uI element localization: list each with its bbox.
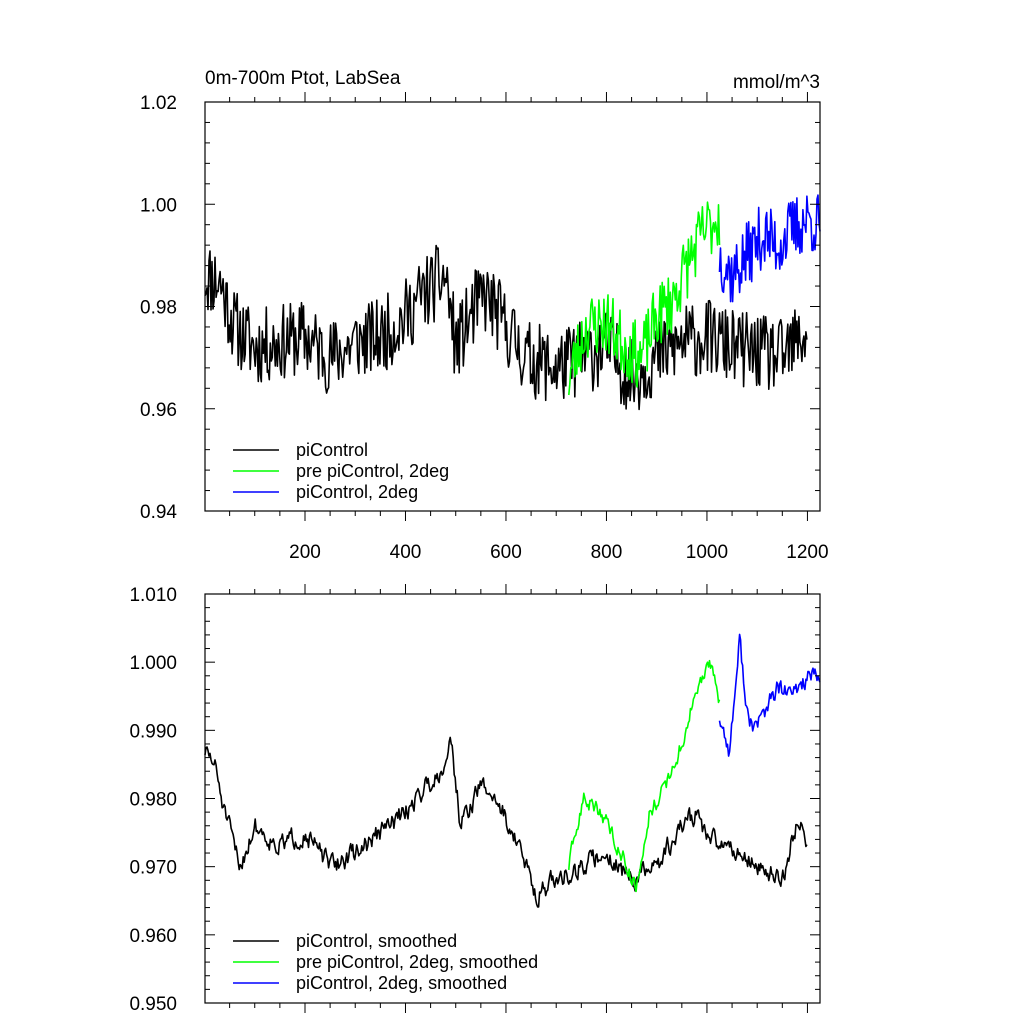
panel-bottom: 0.950 0.960 0.970 0.980 0.990 1.000 1.010 piCon…	[129, 584, 821, 1015]
y-tick-label: 1.00	[140, 195, 177, 216]
series-line-2	[718, 194, 821, 303]
y-tick-label: 1.000	[129, 653, 177, 674]
legend-label: piControl, smoothed	[296, 931, 457, 951]
units-label: mmol/m^3	[733, 72, 820, 93]
y-tick-label: 0.970	[129, 858, 177, 879]
legend-label: piControl, 2deg, smoothed	[296, 973, 507, 993]
x-tick-label: 800	[591, 542, 623, 563]
x-tick-label: 200	[289, 542, 321, 563]
chart-title: 0m-700m Ptot, LabSea	[205, 68, 401, 89]
series-line-1	[568, 201, 721, 396]
y-tick-label: 0.94	[140, 502, 177, 523]
y-tick-label: 0.960	[129, 926, 177, 947]
y-tick-label: 0.950	[129, 994, 177, 1015]
series-line-0	[204, 736, 808, 908]
panel-top: 0.94 0.96 0.98 1.00 1.02 200 400 600 800 1000 1200…	[140, 68, 829, 563]
y-tick-label: 1.010	[129, 585, 177, 606]
x-tick-label: 600	[490, 542, 522, 563]
legend-label: pre piControl, 2deg, smoothed	[296, 952, 538, 972]
y-tick-label: 0.98	[140, 298, 177, 319]
series-line-0	[204, 244, 808, 411]
y-tick-label: 0.96	[140, 400, 177, 421]
x-tick-label: 1200	[786, 542, 828, 563]
series-line-2	[718, 633, 821, 757]
legend-label: piControl	[296, 440, 368, 460]
x-tick-label: 400	[390, 542, 422, 563]
y-tick-label: 0.990	[129, 721, 177, 742]
legend-label: pre piControl, 2deg	[296, 461, 449, 481]
legend-label: piControl, 2deg	[296, 482, 418, 502]
series-line-1	[568, 659, 721, 893]
y-tick-label: 1.02	[140, 93, 177, 114]
x-tick-label: 1000	[686, 542, 728, 563]
y-tick-label: 0.980	[129, 790, 177, 811]
